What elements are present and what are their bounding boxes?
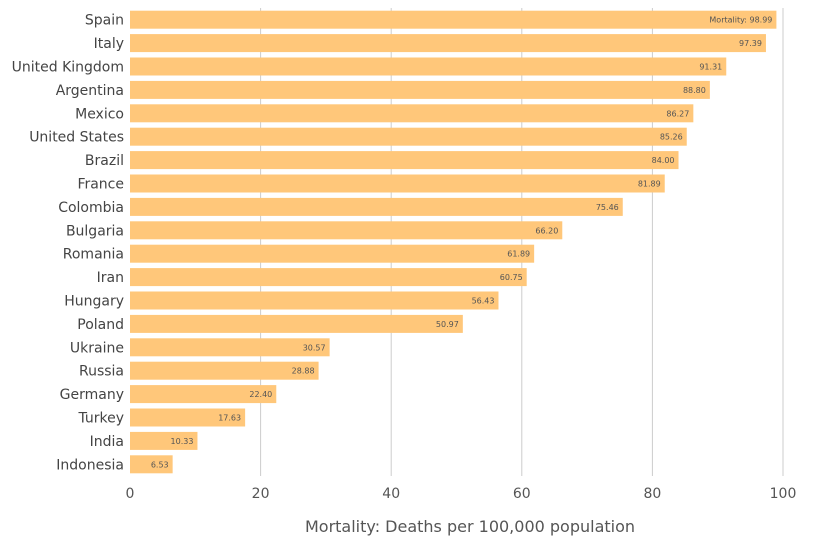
category-label: Turkey <box>77 411 124 427</box>
data-label: 22.40 <box>249 390 272 399</box>
data-label: Mortality: 98.99 <box>709 16 772 25</box>
data-label: 81.89 <box>638 180 661 189</box>
category-label: India <box>90 434 124 450</box>
x-tick-labels: 0 20 40 60 80 100 <box>126 486 797 502</box>
category-label: Poland <box>77 317 124 333</box>
value-labels: Mortality: 98.99 97.39 91.31 88.80 86.27 85.2… <box>151 16 773 470</box>
x-axis-title: Mortality: Deaths per 100,000 population <box>305 517 635 536</box>
bar <box>130 408 246 427</box>
data-label: 84.00 <box>652 156 675 165</box>
x-tick-label: 20 <box>252 486 270 502</box>
bar <box>130 291 499 310</box>
category-label: Romania <box>63 247 124 263</box>
bar <box>130 268 527 287</box>
x-tick-label: 80 <box>643 486 661 502</box>
bar <box>130 174 665 193</box>
bars <box>130 10 777 474</box>
category-label: Italy <box>94 36 124 52</box>
bar <box>130 197 623 216</box>
data-label: 86.27 <box>666 109 689 118</box>
data-label: 17.63 <box>218 414 241 423</box>
data-label: 60.75 <box>500 273 523 282</box>
category-label: Bulgaria <box>66 223 124 239</box>
data-label: 91.31 <box>699 63 722 72</box>
data-label: 56.43 <box>472 297 495 306</box>
data-label: 97.39 <box>739 39 762 48</box>
category-label: United Kingdom <box>12 60 124 76</box>
grid-lines <box>260 8 784 476</box>
category-label: Hungary <box>64 294 124 310</box>
bar <box>130 151 679 170</box>
data-label: 88.80 <box>683 86 706 95</box>
bar <box>130 80 710 99</box>
x-tick-label: 60 <box>513 486 531 502</box>
x-tick-label: 100 <box>770 486 797 502</box>
category-label: Brazil <box>85 153 124 169</box>
category-label: Indonesia <box>56 457 124 473</box>
data-label: 66.20 <box>535 226 558 235</box>
data-label: 85.26 <box>660 133 683 142</box>
data-label: 6.53 <box>151 460 169 469</box>
bar <box>130 455 173 474</box>
category-label: Germany <box>60 387 124 403</box>
bar <box>130 431 198 450</box>
category-label: Ukraine <box>70 340 124 356</box>
category-label: Argentina <box>56 83 124 99</box>
data-label: 28.88 <box>292 367 315 376</box>
bar <box>130 221 563 240</box>
bar <box>130 57 727 76</box>
category-label: Spain <box>85 13 124 29</box>
category-label: Iran <box>97 270 124 286</box>
category-label: Mexico <box>75 106 124 122</box>
bar <box>130 361 319 380</box>
category-label: United States <box>29 130 124 146</box>
category-label: Russia <box>79 364 124 380</box>
bar <box>130 104 694 123</box>
bar <box>130 314 463 333</box>
data-label: 75.46 <box>596 203 619 212</box>
category-label: Colombia <box>58 200 124 216</box>
bar <box>130 10 777 29</box>
category-label: France <box>77 177 124 193</box>
data-label: 10.33 <box>171 437 194 446</box>
data-label: 61.89 <box>507 250 530 259</box>
bar <box>130 338 330 357</box>
bar <box>130 34 766 53</box>
bar <box>130 127 687 146</box>
x-tick-label: 40 <box>382 486 400 502</box>
data-label: 50.97 <box>436 320 459 329</box>
category-labels: Spain Italy United Kingdom Argentina Mexico U… <box>12 13 124 474</box>
data-label: 30.57 <box>303 343 326 352</box>
bar <box>130 244 535 263</box>
x-tick-label: 0 <box>126 486 135 502</box>
bar <box>130 385 277 404</box>
